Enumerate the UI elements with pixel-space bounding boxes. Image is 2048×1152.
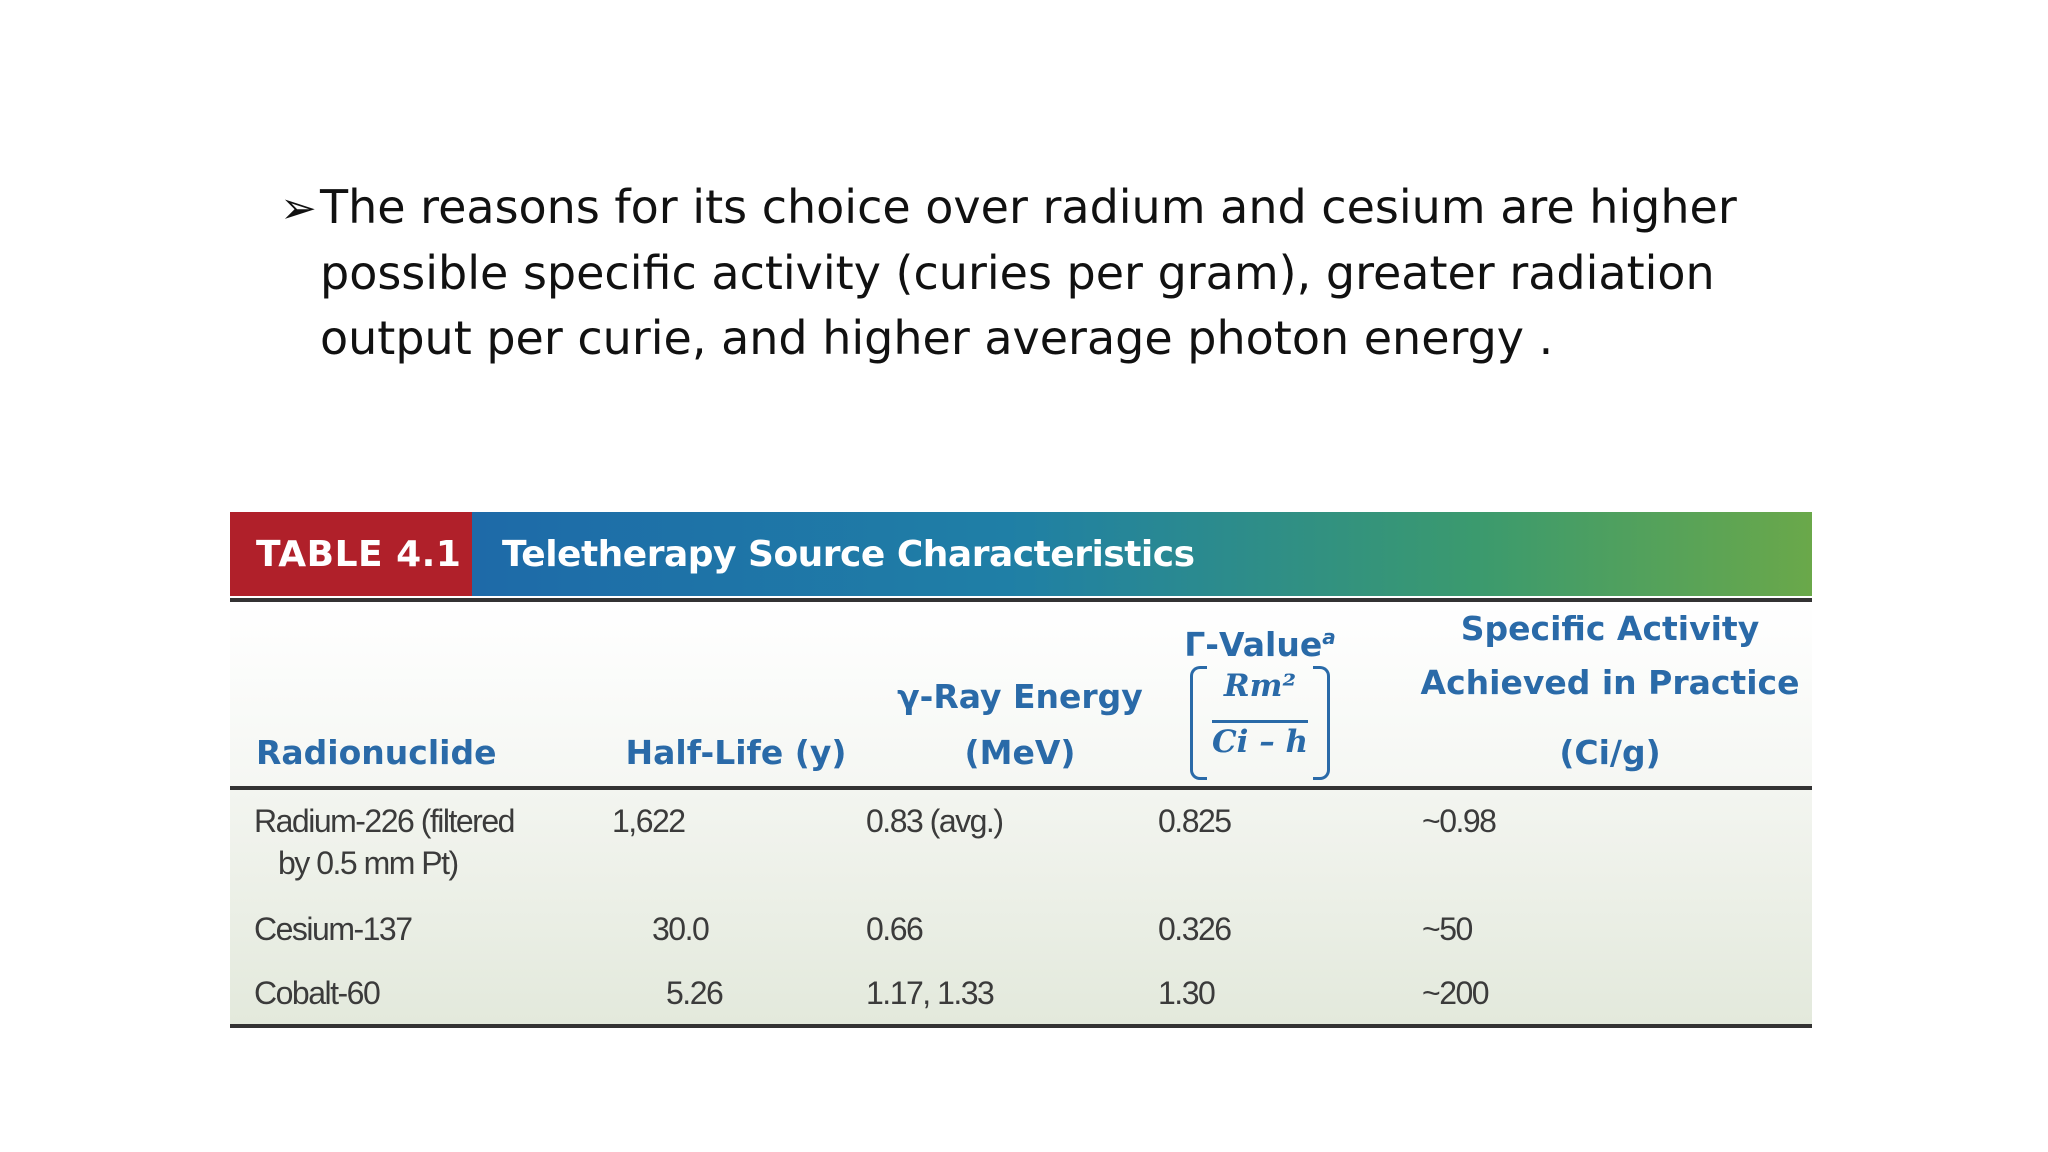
cell-specific-activity: ~200 xyxy=(1422,975,1490,1011)
cell-gamma-energy: 0.66 xyxy=(866,911,924,947)
table-top-rule xyxy=(230,598,1812,602)
bullet-text-line-2: possible specific activity (curies per g… xyxy=(320,246,1715,300)
cell-gamma-energy: 1.17, 1.33 xyxy=(866,975,995,1011)
cell-half-life: 30.0 xyxy=(652,911,710,947)
cell-gamma-value: 0.326 xyxy=(1158,911,1232,947)
cell-radionuclide: Cesium-137 xyxy=(254,911,413,947)
cell-radionuclide-line2: by 0.5 mm Pt) xyxy=(278,845,459,881)
table-body: Radium-226 (filtered by 0.5 mm Pt) 1,622… xyxy=(230,790,1812,1024)
cell-gamma-value: 0.825 xyxy=(1158,803,1232,839)
teletherapy-table: TABLE 4.1 Teletherapy Source Characteris… xyxy=(230,512,1812,1032)
cell-gamma-value: 1.30 xyxy=(1158,975,1216,1011)
table-column-headers: Radionuclide Half-Life (y) γ-Ray Energy … xyxy=(230,602,1812,798)
table-bottom-rule xyxy=(230,1024,1812,1028)
table-number: TABLE 4.1 xyxy=(230,512,472,596)
cell-gamma-energy: 0.83 (avg.) xyxy=(866,803,1004,839)
header-gamma-energy-line1: γ-Ray Energy xyxy=(897,677,1143,716)
header-specific-activity-line2: Achieved in Practice xyxy=(1420,663,1800,702)
header-radionuclide: Radionuclide xyxy=(256,733,497,772)
header-half-life: Half-Life (y) xyxy=(625,733,847,772)
cell-radionuclide: Radium-226 (filtered xyxy=(254,803,515,839)
cell-specific-activity: ~0.98 xyxy=(1422,803,1497,839)
bullet-line-1: ➢ The reasons for its choice over radium… xyxy=(280,175,1840,241)
table-title: Teletherapy Source Characteristics xyxy=(472,512,1812,596)
bullet-text-line-3: output per curie, and higher average pho… xyxy=(320,311,1554,365)
header-specific-activity-line1: Specific Activity xyxy=(1460,609,1760,648)
cell-half-life: 5.26 xyxy=(666,975,724,1011)
cell-radionuclide: Cobalt-60 xyxy=(254,975,381,1011)
header-specific-activity-line3: (Ci/g) xyxy=(1559,733,1661,772)
bullet-text-line-1: The reasons for its choice over radium a… xyxy=(320,180,1737,234)
arrow-bullet-icon: ➢ xyxy=(280,183,317,234)
bullet-line-3: output per curie, and higher average pho… xyxy=(280,306,1840,371)
bullet-line-2: possible specific activity (curies per g… xyxy=(280,241,1840,306)
header-gamma-energy-line2: (MeV) xyxy=(964,733,1076,772)
gamma-value-fraction: Rm² Ci – h xyxy=(1190,662,1330,782)
table-header-rule xyxy=(230,786,1812,790)
gamma-value-denominator: Ci – h xyxy=(1211,724,1309,760)
header-gamma-value: Γ-Valuea xyxy=(1184,625,1336,664)
cell-specific-activity: ~50 xyxy=(1422,911,1473,947)
table-title-bar: TABLE 4.1 Teletherapy Source Characteris… xyxy=(230,512,1812,596)
bullet-paragraph: ➢ The reasons for its choice over radium… xyxy=(280,175,1840,371)
gamma-value-numerator: Rm² xyxy=(1223,668,1297,704)
cell-half-life: 1,622 xyxy=(612,803,686,839)
